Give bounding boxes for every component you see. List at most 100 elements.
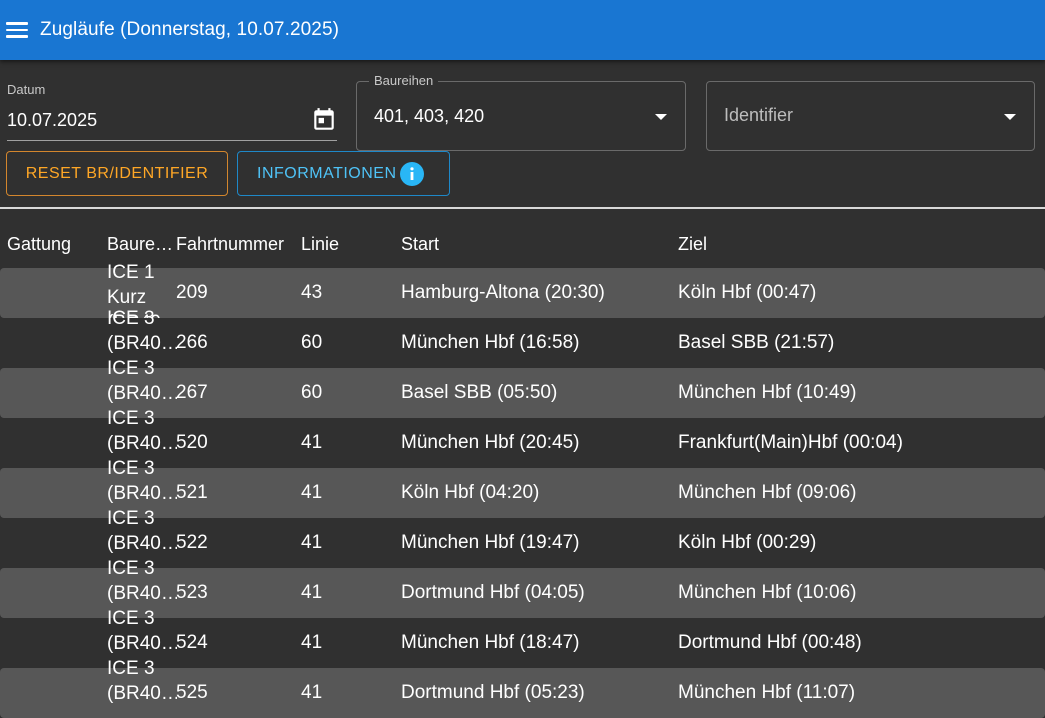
table-row[interactable]: ICE 3 (BR40… 520 41 München Hbf (20:45) Frank… bbox=[0, 408, 1045, 468]
cell-baureihe: ICE 3 (BR40… bbox=[107, 456, 177, 506]
identifier-select[interactable]: Identifier bbox=[706, 81, 1035, 151]
reset-button[interactable]: RESET BR/IDENTIFIER bbox=[6, 151, 228, 196]
app-bar: Zugläufe (Donnerstag, 10.07.2025) bbox=[0, 0, 1045, 60]
menu-icon[interactable] bbox=[6, 19, 32, 41]
cell-fahrtnummer: 524 bbox=[176, 632, 208, 653]
information-button-label: INFORMATIONEN bbox=[257, 164, 397, 182]
cell-baureihe-line: (BR40… bbox=[107, 383, 177, 404]
cell-start: Dortmund Hbf (05:23) bbox=[401, 682, 585, 703]
calendar-icon[interactable] bbox=[311, 107, 337, 133]
cell-start: München Hbf (19:47) bbox=[401, 532, 580, 553]
cell-linie: 60 bbox=[301, 382, 323, 403]
cell-start: München Hbf (16:58) bbox=[401, 332, 580, 353]
cell-baureihe-line: ICE 3 bbox=[107, 508, 155, 529]
cell-linie: 41 bbox=[301, 582, 323, 603]
cell-ziel: Dortmund Hbf (00:48) bbox=[678, 632, 862, 653]
date-input[interactable]: 10.07.2025 bbox=[7, 110, 98, 130]
cell-baureihe: ICE 3 (BR40… bbox=[107, 306, 177, 356]
cell-baureihe-line: Kurz bbox=[107, 287, 147, 308]
cell-ziel: Köln Hbf (00:47) bbox=[678, 282, 817, 303]
cell-ziel: Köln Hbf (00:29) bbox=[678, 532, 817, 553]
cell-baureihe: ICE 3 (BR40… bbox=[107, 406, 177, 456]
page-title: Zugläufe (Donnerstag, 10.07.2025) bbox=[40, 19, 340, 40]
baureihen-value: 401, 403, 420 bbox=[374, 106, 485, 126]
cell-ziel: Basel SBB (21:57) bbox=[678, 332, 835, 353]
cell-baureihe: ICE 3 (BR40… bbox=[107, 506, 177, 556]
cell-start: Basel SBB (05:50) bbox=[401, 382, 558, 403]
date-label: Datum bbox=[7, 82, 46, 97]
cell-baureihe-line: (BR40… bbox=[107, 483, 177, 504]
header-baureihe[interactable]: Baure… bbox=[107, 234, 174, 254]
cell-ziel: München Hbf (09:06) bbox=[678, 482, 857, 503]
cell-linie: 41 bbox=[301, 682, 323, 703]
header-fahrtnummer[interactable]: Fahrtnummer bbox=[176, 234, 285, 254]
cell-ziel: München Hbf (10:06) bbox=[678, 582, 857, 603]
header-start[interactable]: Start bbox=[401, 234, 440, 254]
cell-baureihe: ICE 3 (BR40… bbox=[107, 356, 177, 406]
cell-linie: 41 bbox=[301, 532, 323, 553]
cell-start: Dortmund Hbf (04:05) bbox=[401, 582, 585, 603]
table-row[interactable]: ICE 3 (BR40… 267 60 Basel SBB (05:50) München… bbox=[0, 358, 1045, 418]
train-table: Gattung Baure… Fahrtnummer Linie Start Z… bbox=[0, 218, 1045, 718]
baureihen-select[interactable]: Baureihen 401, 403, 420 bbox=[356, 73, 686, 151]
table-row[interactable]: ICE 3 (BR40… 266 60 München Hbf (16:58) Basel… bbox=[0, 308, 1045, 368]
cell-fahrtnummer: 266 bbox=[176, 332, 208, 353]
chevron-down-icon bbox=[655, 114, 667, 120]
cell-ziel: München Hbf (10:49) bbox=[678, 382, 857, 403]
cell-baureihe-line: (BR40… bbox=[107, 533, 177, 554]
cell-start: München Hbf (20:45) bbox=[401, 432, 580, 453]
cell-linie: 43 bbox=[301, 282, 323, 303]
cell-baureihe: ICE 3 (BR40… bbox=[107, 606, 177, 656]
cell-fahrtnummer: 521 bbox=[176, 482, 208, 503]
cell-baureihe-line: ICE 3 bbox=[107, 308, 155, 329]
cell-ziel: Frankfurt(Main)Hbf (00:04) bbox=[678, 432, 903, 453]
cell-baureihe-line: ICE 3 bbox=[107, 408, 155, 429]
cell-baureihe-line: ICE 3 bbox=[107, 658, 155, 679]
cell-baureihe-line: (BR40… bbox=[107, 333, 177, 354]
header-linie[interactable]: Linie bbox=[301, 234, 340, 254]
cell-ziel: München Hbf (11:07) bbox=[678, 682, 856, 703]
cell-fahrtnummer: 209 bbox=[176, 282, 208, 303]
cell-start: München Hbf (18:47) bbox=[401, 632, 580, 653]
cell-fahrtnummer: 522 bbox=[176, 532, 208, 553]
information-button[interactable]: INFORMATIONEN bbox=[237, 151, 450, 196]
cell-baureihe-line: ICE 3 bbox=[107, 358, 155, 379]
cell-fahrtnummer: 523 bbox=[176, 582, 208, 603]
cell-baureihe: ICE 3 (BR40… bbox=[107, 656, 177, 706]
date-underline bbox=[7, 140, 337, 141]
cell-baureihe-line: ICE 3 bbox=[107, 558, 155, 579]
cell-fahrtnummer: 525 bbox=[176, 682, 208, 703]
cell-baureihe-line: ICE 3 bbox=[107, 608, 155, 629]
table-row[interactable]: ICE 3 (BR40… 523 41 Dortmund Hbf (04:05) Münc… bbox=[0, 558, 1045, 618]
header-gattung[interactable]: Gattung bbox=[7, 234, 72, 254]
baureihen-label: Baureihen bbox=[369, 73, 439, 88]
cell-linie: 41 bbox=[301, 632, 323, 653]
identifier-placeholder: Identifier bbox=[724, 105, 794, 125]
cell-linie: 60 bbox=[301, 332, 323, 353]
table-row[interactable]: ICE 3 (BR40… 525 41 Dortmund Hbf (05:23) Münc… bbox=[0, 658, 1045, 718]
cell-baureihe-line: (BR40… bbox=[107, 683, 177, 704]
table-row[interactable]: ICE 3 (BR40… 522 41 München Hbf (19:47) Köln … bbox=[0, 508, 1045, 568]
cell-start: Köln Hbf (04:20) bbox=[401, 482, 540, 503]
cell-baureihe-line: ICE 3 bbox=[107, 458, 155, 479]
table-body: ICE 1 Kurz (BR40… 209 43 Hamburg-Altona (20:3… bbox=[0, 262, 1045, 718]
cell-linie: 41 bbox=[301, 482, 323, 503]
chevron-down-icon bbox=[1004, 114, 1016, 120]
cell-baureihe-line: (BR40… bbox=[107, 433, 177, 454]
table-row[interactable]: ICE 3 (BR40… 521 41 Köln Hbf (04:20) München … bbox=[0, 458, 1045, 518]
date-field[interactable]: Datum 10.07.2025 bbox=[7, 80, 337, 142]
cell-fahrtnummer: 520 bbox=[176, 432, 208, 453]
cell-linie: 41 bbox=[301, 432, 323, 453]
divider bbox=[0, 207, 1045, 209]
cell-baureihe-line: (BR40… bbox=[107, 583, 177, 604]
table-header: Gattung Baure… Fahrtnummer Linie Start Z… bbox=[0, 218, 1045, 268]
cell-start: Hamburg-Altona (20:30) bbox=[401, 282, 605, 303]
cell-fahrtnummer: 267 bbox=[176, 382, 208, 403]
header-ziel[interactable]: Ziel bbox=[678, 234, 708, 254]
cell-baureihe-line: ICE 1 bbox=[107, 262, 155, 283]
table-row[interactable]: ICE 3 (BR40… 524 41 München Hbf (18:47) Dortm… bbox=[0, 608, 1045, 668]
cell-baureihe-line: (BR40… bbox=[107, 633, 177, 654]
info-icon bbox=[399, 161, 424, 186]
cell-baureihe: ICE 3 (BR40… bbox=[107, 556, 177, 606]
